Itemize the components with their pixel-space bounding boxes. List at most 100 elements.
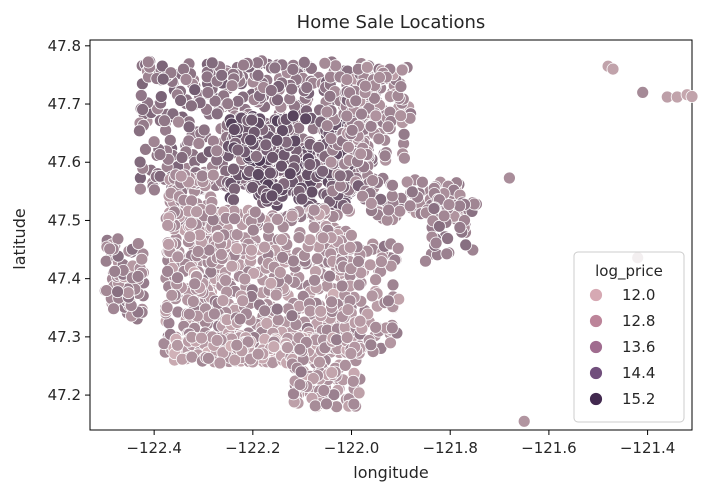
data-point [183,230,197,244]
data-point [323,269,337,283]
data-point [179,73,193,86]
data-point [215,68,229,82]
data-point [397,151,411,165]
data-point [210,144,224,158]
data-point [227,162,240,176]
x-axis-ticks: −122.4 −122.2 −122.0 −121.8 −121.6 −121.4 [126,430,675,457]
y-tick-label: 47.5 [48,211,81,229]
data-point [190,205,204,219]
data-point [182,120,196,134]
data-point [184,216,198,230]
x-axis-title: longitude [353,463,428,482]
legend-marker [589,392,603,406]
data-point [320,105,334,119]
data-point [188,277,202,291]
data-point [131,237,145,251]
data-point [154,90,168,103]
data-point [372,132,386,146]
data-point [303,233,317,247]
data-point [369,273,383,287]
data-point [292,231,306,245]
data-point [136,103,150,116]
data-point [352,254,365,268]
data-point [260,316,274,330]
data-point [369,320,383,334]
data-point [248,205,262,219]
data-point [271,93,284,107]
data-point [270,212,284,226]
data-point [340,109,354,123]
data-point [403,199,417,213]
data-point [262,221,275,235]
data-point [265,189,279,203]
data-point [236,294,250,308]
data-point [230,338,244,352]
data-point [266,150,280,164]
data-point [344,228,358,242]
data-point [286,63,300,76]
data-point [356,189,369,203]
data-point [103,242,117,256]
data-point [459,238,473,252]
data-point [340,73,354,86]
data-point [391,241,405,255]
data-point [364,196,378,210]
data-point [323,89,337,103]
data-point [385,189,399,203]
data-point [293,378,307,392]
data-point [147,183,161,197]
data-point [267,340,281,354]
data-point [162,237,175,251]
data-point [245,113,259,127]
data-point [369,109,383,123]
x-tick-label: −122.2 [225,439,281,457]
data-point [195,169,209,183]
data-point [221,97,235,111]
data-point [99,254,113,268]
data-point [141,55,155,69]
legend-label: 15.2 [622,390,655,408]
data-point [244,133,258,147]
data-point [300,81,314,94]
data-point [453,199,467,213]
data-point [132,124,146,138]
data-point [405,185,419,199]
data-point [228,212,241,226]
data-point [338,358,352,372]
data-point [111,285,124,299]
data-point [517,414,531,428]
data-point [201,351,215,365]
data-point [246,180,260,194]
data-point [345,123,359,137]
data-point [365,289,379,303]
data-point [294,365,308,379]
data-point [251,347,265,361]
data-point [271,313,285,327]
data-point [685,90,699,103]
data-point [133,182,147,196]
x-tick-label: −121.4 [620,439,676,457]
data-point [227,123,241,137]
data-point [184,99,198,113]
data-point [381,120,395,134]
data-point [293,342,307,356]
data-point [314,304,328,318]
data-point [171,250,185,264]
data-point [247,266,261,280]
legend: log_price 12.0 12.8 13.6 14.4 15.2 [573,251,685,423]
data-point [172,115,185,129]
data-point [329,59,343,73]
data-point [210,333,224,347]
data-point [208,94,222,108]
data-point [355,107,368,121]
data-point [276,250,290,264]
data-point [320,119,334,133]
data-point [214,247,228,261]
data-point [211,230,225,244]
data-point [258,240,271,254]
data-point [364,119,378,133]
legend-label: 12.0 [622,286,655,304]
data-point [354,147,368,161]
data-point [231,143,245,157]
